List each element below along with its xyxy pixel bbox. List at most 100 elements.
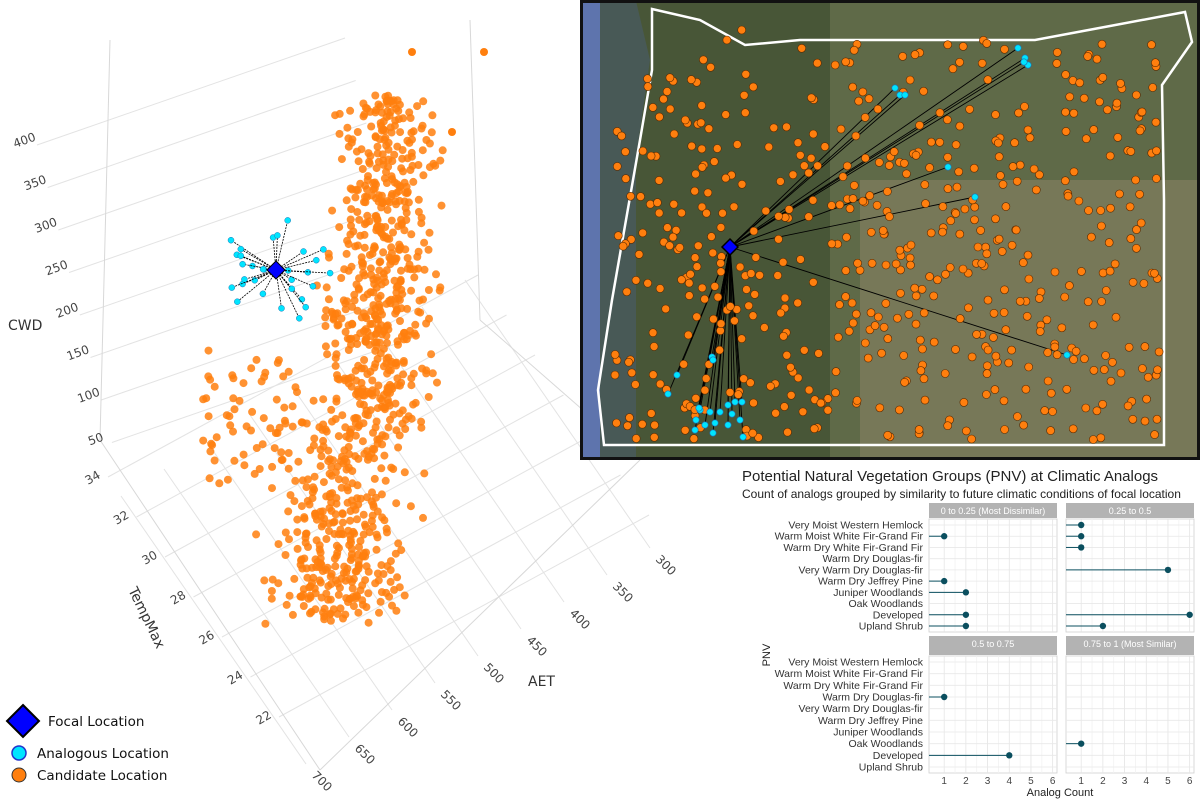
- map-candidate-point: [669, 199, 679, 209]
- candidate-point: [328, 206, 337, 215]
- candidate-point: [414, 195, 423, 204]
- map-candidate-point: [749, 398, 758, 408]
- candidate-point: [408, 48, 416, 56]
- map-candidate-point: [732, 140, 742, 149]
- map-candidate-point: [1150, 268, 1159, 278]
- candidate-point: [355, 215, 364, 224]
- map-candidate-point: [835, 300, 844, 309]
- candidate-point: [379, 160, 388, 169]
- candidate-point: [346, 106, 355, 115]
- map-candidate-point: [677, 208, 686, 218]
- map-candidate-point: [938, 202, 948, 211]
- candidate-point: [205, 474, 214, 483]
- map-candidate-point: [650, 420, 659, 430]
- map-candidate-point: [707, 232, 716, 241]
- candidate-point: [328, 417, 336, 426]
- map-candidate-point: [690, 253, 700, 262]
- map-analog-point: [1014, 44, 1022, 52]
- map-candidate-point: [1083, 52, 1092, 61]
- map-candidate-point: [625, 413, 634, 422]
- map-candidate-point: [970, 215, 979, 225]
- map-candidate-point: [1088, 320, 1098, 330]
- candidate-point: [319, 520, 328, 528]
- map-candidate-point: [631, 380, 640, 389]
- map-candidate-point: [776, 308, 786, 318]
- focal-diamond-icon: [266, 260, 286, 280]
- candidate-point: [322, 306, 331, 315]
- map-candidate-point: [1143, 372, 1153, 382]
- analog-link-line: [242, 263, 277, 271]
- map-candidate-point: [692, 262, 702, 271]
- map-candidate-point: [1043, 376, 1053, 386]
- candidate-point: [346, 507, 355, 515]
- candidate-point: [366, 406, 375, 415]
- map-candidate-point: [1105, 266, 1115, 276]
- map-candidate-point: [624, 357, 634, 367]
- candidate-point: [363, 192, 371, 201]
- analog-point: [326, 269, 334, 277]
- candidate-point: [428, 369, 437, 378]
- analog-point: [227, 236, 235, 244]
- map-candidate-point: [665, 73, 675, 82]
- map-candidate-point: [1151, 117, 1161, 127]
- analog-point: [259, 266, 267, 273]
- tempmax-tick-label: 28: [168, 588, 188, 608]
- candidate-point: [354, 285, 363, 294]
- candidate-point: [407, 374, 416, 383]
- candidate-point: [388, 175, 397, 184]
- map-candidate-point: [860, 338, 870, 348]
- candidate-point: [338, 411, 347, 420]
- map-candidate-point: [943, 115, 952, 124]
- candidate-point: [320, 615, 329, 624]
- candidate-point: [352, 147, 361, 156]
- 3d-scatter-plot[interactable]: 400 350 300 250 200 150 100 50 34 32 30 28 26 24 22 3…: [8, 19, 679, 794]
- map-candidate-point: [626, 192, 635, 201]
- map-candidate-point: [1035, 170, 1044, 180]
- facet-strip: [1066, 503, 1194, 518]
- map-candidate-point: [920, 395, 930, 405]
- candidate-point: [277, 448, 286, 457]
- candidate-point: [356, 231, 365, 240]
- map-candidate-point: [687, 141, 697, 151]
- candidate-point: [381, 476, 390, 485]
- map-candidate-point: [946, 216, 956, 225]
- candidate-point: [358, 165, 367, 173]
- map-candidate-point: [883, 430, 893, 440]
- candidate-point: [390, 276, 399, 285]
- candidate-point: [379, 248, 388, 257]
- gridline: [221, 434, 593, 638]
- candidate-point: [355, 543, 363, 552]
- map-candidate-point: [699, 55, 708, 65]
- candidate-point: [281, 528, 290, 537]
- map-candidate-point: [623, 421, 632, 431]
- map-candidate-point: [943, 40, 953, 50]
- map-panel[interactable]: [580, 0, 1200, 460]
- candidate-point: [397, 546, 406, 555]
- map-candidate-point: [797, 43, 807, 53]
- candidate-point: [425, 228, 434, 237]
- candidate-point: [347, 554, 356, 563]
- candidate-point: [239, 379, 248, 388]
- gridline: [206, 441, 393, 711]
- map-analog-point: [728, 410, 736, 418]
- map-candidate-point: [638, 228, 648, 238]
- candidate-point: [261, 619, 270, 628]
- candidate-point: [392, 283, 401, 292]
- map-candidate-point: [1018, 258, 1028, 267]
- lollipop-point: [1077, 740, 1085, 747]
- candidate-point: [350, 296, 359, 305]
- map-candidate-point: [804, 385, 814, 395]
- map-analog-point: [731, 398, 739, 406]
- map-focal-diamond-icon[interactable]: [720, 237, 740, 257]
- map-candidate-point: [804, 212, 814, 221]
- candidate-point: [316, 548, 325, 557]
- map-candidate-point: [955, 121, 965, 131]
- candidate-point: [373, 533, 382, 542]
- category-label: Juniper Woodlands: [833, 727, 923, 739]
- map-candidate-point: [991, 214, 1000, 224]
- candidate-point: [373, 142, 382, 151]
- map-candidate-point: [748, 428, 758, 438]
- map-candidate-point: [848, 194, 858, 203]
- candidate-point: [361, 337, 370, 346]
- category-label: Warm Dry Douglas-fir: [822, 692, 923, 704]
